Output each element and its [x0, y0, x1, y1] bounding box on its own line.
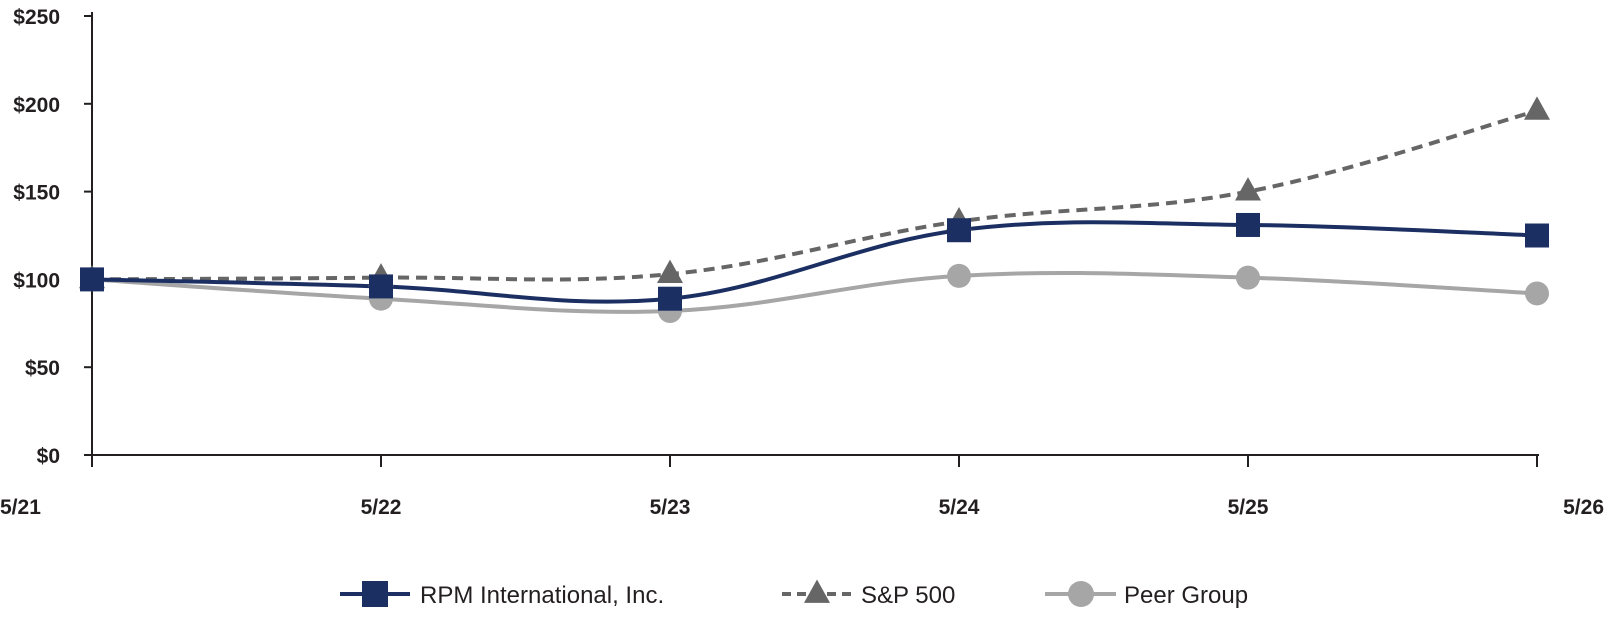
data-point-square — [369, 274, 393, 299]
data-point-triangle — [1524, 96, 1550, 120]
data-point-triangle — [1235, 177, 1261, 201]
y-tick-label: $150 — [13, 182, 60, 205]
data-point-square — [947, 218, 971, 243]
x-tick-label: 5/26 — [1563, 496, 1604, 519]
data-point-triangle — [657, 259, 683, 284]
y-tick-label: $200 — [13, 94, 60, 117]
data-point-circle — [1236, 265, 1260, 290]
x-tick-label: 5/22 — [361, 496, 402, 519]
x-tick-label: 5/24 — [939, 496, 980, 519]
legend-item: S&P 500 — [782, 579, 955, 609]
series-line — [91, 108, 1538, 282]
legend-triangle-icon — [804, 579, 830, 603]
series-line — [91, 220, 1538, 304]
data-point-circle — [1525, 281, 1549, 306]
series-lines — [91, 108, 1538, 314]
y-tick-label: $0 — [37, 445, 60, 468]
y-tick-label: $100 — [13, 269, 60, 292]
data-point-circle — [947, 263, 971, 288]
data-point-square — [80, 267, 104, 292]
legend-item: Peer Group — [1045, 581, 1248, 609]
legend-circle-icon — [1068, 581, 1094, 607]
series-line — [91, 270, 1538, 314]
y-tick-label: $250 — [13, 6, 60, 29]
data-point-square — [1236, 212, 1260, 237]
y-tick-label: $50 — [25, 357, 60, 380]
legend-square-icon — [362, 581, 388, 607]
data-point-square — [658, 286, 682, 311]
legend-label: RPM International, Inc. — [420, 582, 664, 609]
series-markers — [79, 96, 1550, 324]
data-point-square — [1525, 223, 1549, 248]
x-tick-label: 5/25 — [1228, 496, 1269, 519]
x-tick-label: 5/21 — [0, 496, 41, 519]
legend-label: Peer Group — [1124, 582, 1248, 609]
axes: $0 $50 $100 $150 $200 $250 5/21 5/22 5/23 5/24 5/2… — [0, 6, 1604, 519]
legend: RPM International, Inc. S&P 500 Peer Group — [340, 579, 1248, 609]
x-tick-label: 5/23 — [650, 496, 691, 519]
legend-label: S&P 500 — [861, 582, 955, 609]
legend-item: RPM International, Inc. — [340, 581, 664, 609]
